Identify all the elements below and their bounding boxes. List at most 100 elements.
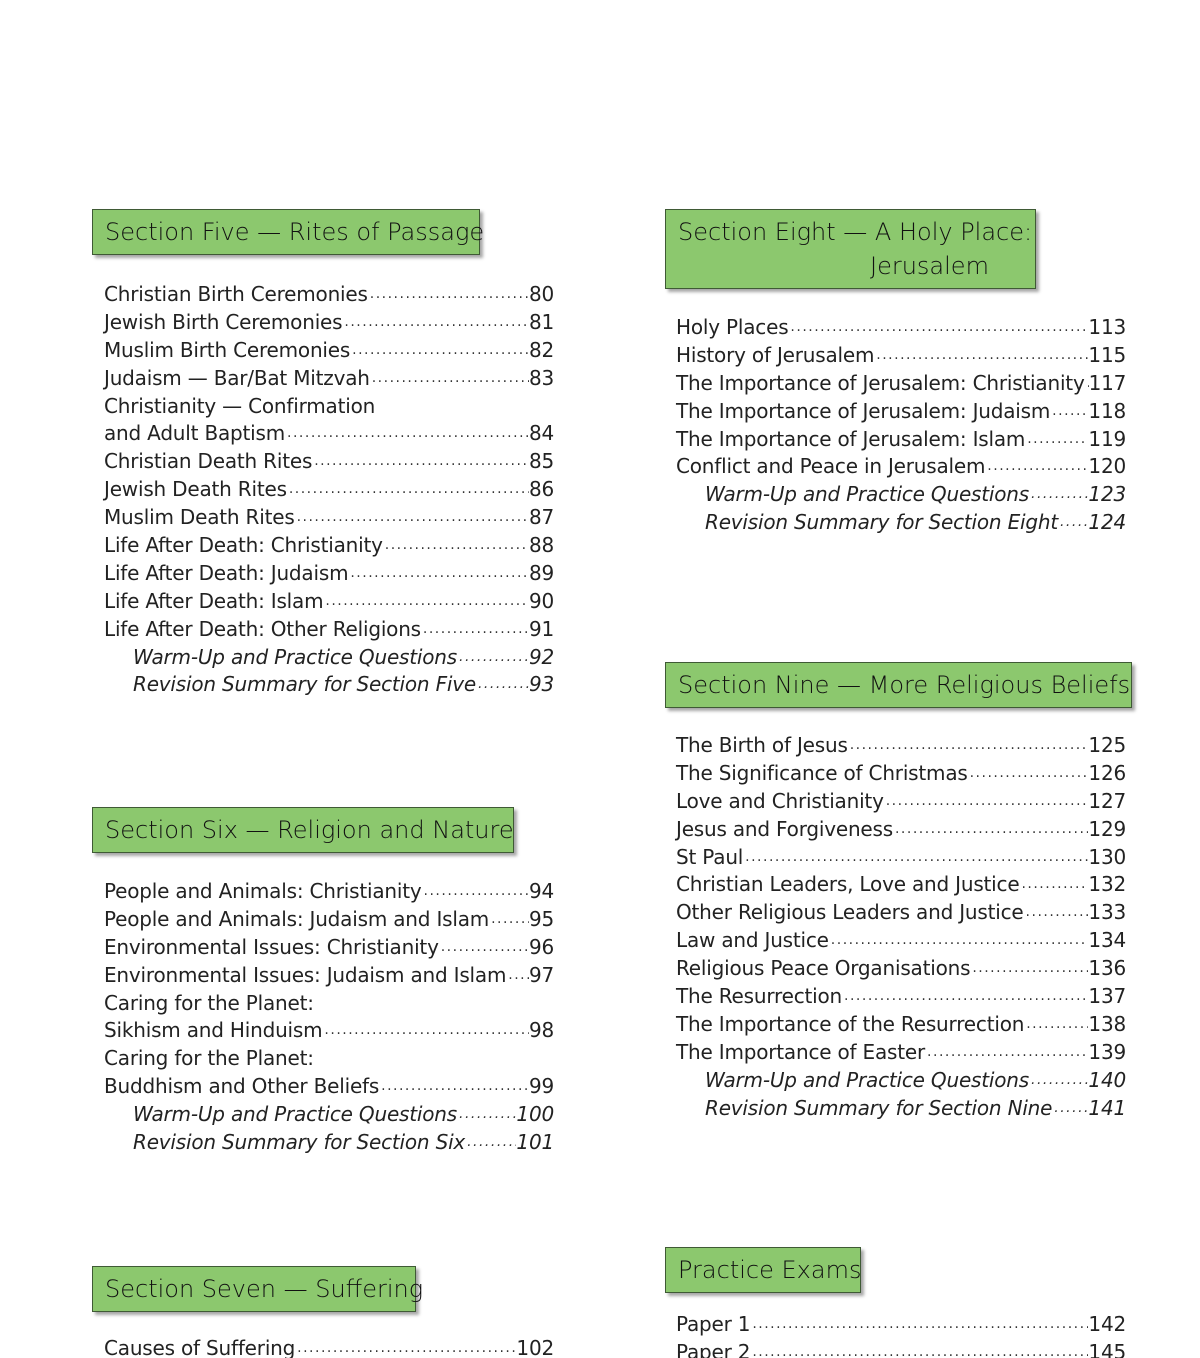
entry-title: Judaism — Bar/Bat Mitzvah — [104, 365, 370, 390]
toc-entry: Revision Summary for Section Eight 124 — [676, 509, 1126, 537]
toc-entry: Other Religious Leaders and Justice 133 — [676, 899, 1126, 927]
page-number: 98 — [528, 1018, 554, 1043]
toc-entry: Warm-Up and Practice Questions 140 — [676, 1067, 1126, 1095]
toc-entry: Life After Death: Islam 90 — [104, 588, 554, 616]
entry-title: Caring for the Planet: — [104, 990, 314, 1015]
dot-leader — [970, 955, 1088, 983]
entry-title: Revision Summary for Section Eight — [705, 510, 1058, 535]
entry-title: Revision Summary for Section Five — [133, 672, 476, 697]
dot-leader — [342, 309, 529, 337]
toc-entry: The Resurrection 137 — [676, 983, 1126, 1011]
toc-entry: Caring for the Planet: — [104, 990, 554, 1018]
toc-entry: Jewish Birth Ceremonies 81 — [104, 309, 554, 337]
entry-title: History of Jerusalem — [676, 342, 875, 367]
dot-leader — [350, 337, 529, 365]
section-header: Section Eight — A Holy Place: Jerusalem — [665, 209, 1036, 289]
dot-leader — [370, 365, 529, 393]
entry-title: The Importance of Jerusalem: Christianit… — [676, 370, 1085, 395]
toc-entry: Judaism — Bar/Bat Mitzvah 83 — [104, 365, 554, 393]
entry-title: St Paul — [676, 844, 744, 869]
page-number: 138 — [1088, 1011, 1126, 1036]
toc-entry: Jewish Death Rites 86 — [104, 476, 554, 504]
dot-leader — [506, 962, 529, 990]
dot-leader — [925, 1039, 1088, 1067]
entry-list: The Birth of Jesus 125 The Significance of… — [676, 732, 1126, 1122]
dot-leader — [368, 281, 529, 309]
dot-leader — [1058, 509, 1088, 537]
entry-title: Other Religious Leaders and Justice — [676, 900, 1024, 925]
page-number: 100 — [516, 1102, 554, 1127]
entry-title: Life After Death: Islam — [104, 588, 324, 613]
page-number: 80 — [528, 282, 554, 306]
dot-leader — [1025, 426, 1088, 454]
entry-title: Caring for the Planet: — [104, 1046, 314, 1071]
page-number: 145 — [1088, 1339, 1126, 1358]
toc-entry: Warm-Up and Practice Questions 100 — [104, 1101, 554, 1129]
page-number: 125 — [1088, 733, 1126, 757]
dot-leader — [1052, 1095, 1088, 1123]
section-title: Section Nine — More Religious Beliefs — [678, 671, 1131, 699]
page-number: 136 — [1088, 956, 1126, 981]
dot-leader — [1024, 1011, 1088, 1039]
toc-entry: Sikhism and Hinduism 98 — [104, 1017, 554, 1045]
entry-list: Holy Places113History of Jerusalem115The… — [676, 314, 1126, 537]
dot-leader — [439, 934, 529, 962]
page-number: 117 — [1088, 370, 1127, 395]
toc-entry: Life After Death: Judaism 89 — [104, 560, 554, 588]
toc-entry: Law and Justice 134 — [676, 927, 1126, 955]
toc-entry: Paper 2 145 — [676, 1339, 1126, 1358]
entry-title: Environmental Issues: Christianity — [104, 934, 439, 959]
entry-title: The Importance of Jerusalem: Islam — [676, 426, 1026, 451]
entry-title: Warm-Up and Practice Questions — [133, 1102, 458, 1127]
entry-title: Buddhism and Other Beliefs — [104, 1074, 380, 1099]
toc-entry: Warm-Up and Practice Questions 123 — [676, 481, 1126, 509]
dot-leader — [489, 906, 529, 934]
page-number: 90 — [528, 588, 554, 613]
entry-title: Muslim Death Rites — [104, 505, 295, 530]
dot-leader — [750, 1339, 1088, 1358]
dot-leader — [829, 927, 1089, 955]
entry-title: Love and Christianity — [676, 788, 884, 813]
page-number: 133 — [1088, 900, 1126, 925]
entry-title: Revision Summary for Section Nine — [705, 1095, 1053, 1120]
page-number: 82 — [528, 337, 554, 362]
page-number: 140 — [1088, 1067, 1126, 1092]
dot-leader — [285, 420, 529, 448]
toc-entry: The Importance of Jerusalem: Islam 119 — [676, 426, 1126, 454]
toc-entry: People and Animals: Christianity 94 — [104, 878, 554, 906]
page-number: 113 — [1088, 315, 1126, 339]
dot-leader — [1019, 871, 1088, 899]
dot-leader — [893, 816, 1088, 844]
page-number: 85 — [528, 449, 554, 474]
section-header: Section Nine — More Religious Beliefs — [665, 662, 1132, 708]
page-number: 129 — [1088, 816, 1126, 841]
section-header: Practice Exams — [665, 1247, 861, 1293]
entry-title: Law and Justice — [676, 928, 829, 953]
page-number: 141 — [1088, 1095, 1126, 1120]
toc-entry: Warm-Up and Practice Questions 92 — [104, 644, 554, 672]
page-number: 139 — [1088, 1039, 1126, 1064]
toc-entry: Causes of Suffering 102 — [104, 1335, 554, 1358]
toc-entry: Environmental Issues: Judaism and Islam 9… — [104, 962, 554, 990]
page-number: 101 — [516, 1130, 554, 1155]
section-header: Section Five — Rites of Passage — [92, 209, 484, 255]
entry-title: Muslim Birth Ceremonies — [104, 337, 351, 362]
page-number: 95 — [528, 906, 554, 931]
dot-leader — [743, 844, 1088, 872]
entry-title: Revision Summary for Section Six — [133, 1130, 466, 1155]
toc-entry: Environmental Issues: Christianity 96 — [104, 934, 554, 962]
section-title: Section Seven — Suffering — [105, 1275, 424, 1303]
page-number: 119 — [1088, 426, 1126, 451]
dot-leader — [465, 1129, 516, 1157]
page-number: 83 — [528, 365, 554, 390]
page-number: 93 — [528, 672, 554, 697]
toc-entry: Christianity — Confirmation — [104, 393, 554, 421]
page-number: 84 — [528, 421, 554, 446]
dot-leader — [422, 878, 529, 906]
entry-title: Paper 1 — [676, 1312, 751, 1336]
page-number: 89 — [528, 560, 554, 585]
page-number: 120 — [1088, 454, 1126, 479]
toc-entry: Revision Summary for Section Five 93 — [104, 671, 554, 699]
page-number: 88 — [528, 533, 554, 558]
